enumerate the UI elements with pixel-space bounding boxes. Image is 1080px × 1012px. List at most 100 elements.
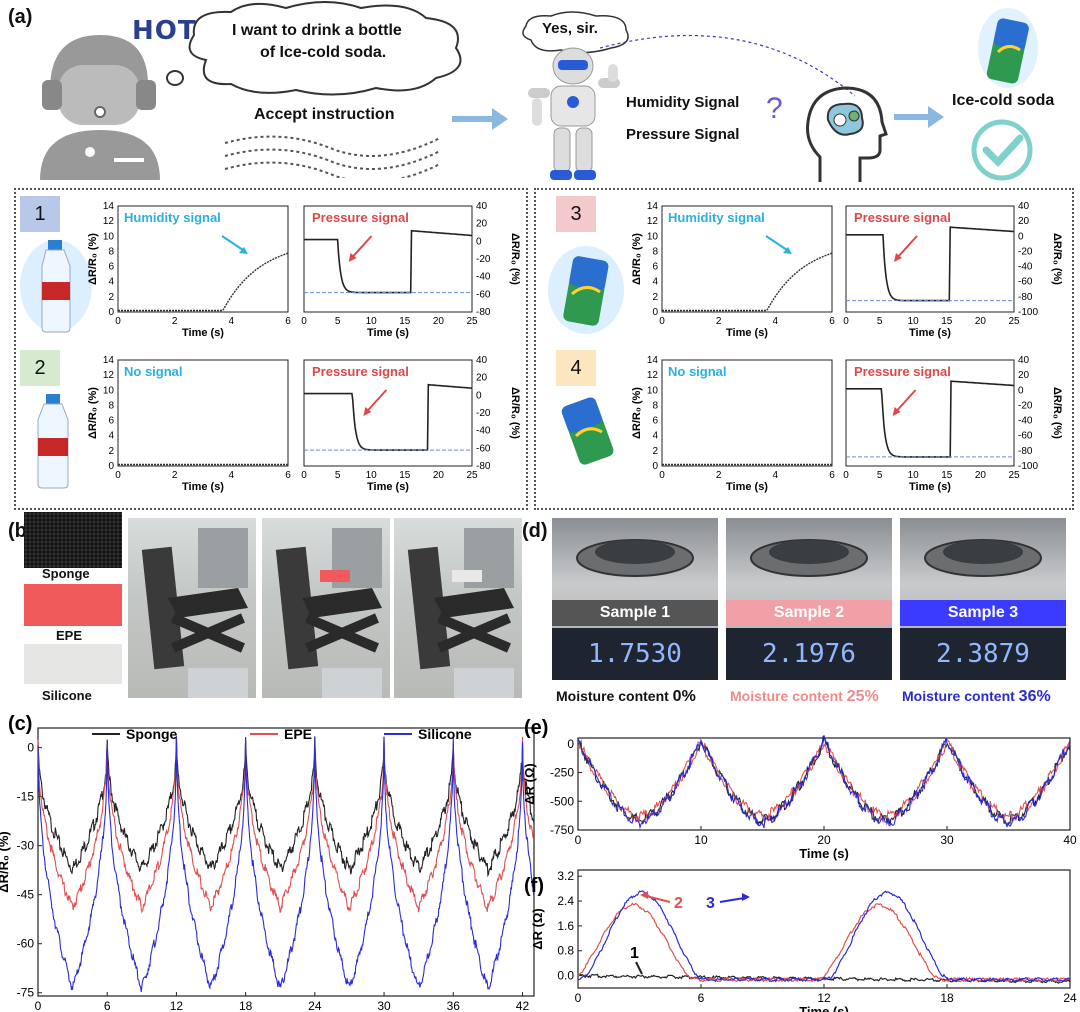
arrow-head-icon [239, 247, 248, 254]
y-tick-label: 40 [1018, 201, 1030, 212]
arrow-right-icon [894, 106, 944, 128]
x-tick-label: 15 [399, 470, 411, 481]
y-axis-label: ΔR/R₀ (%) [509, 387, 521, 439]
y-tick-label: 40 [1018, 355, 1030, 366]
y-tick-label: 0 [108, 461, 114, 472]
y-tick-label: 10 [647, 385, 659, 396]
y-tick-label: -40 [1018, 416, 1033, 427]
y-tick-label: -60 [17, 937, 35, 951]
balance-photo: Sample 3 2.3879 [900, 518, 1066, 680]
arrow-icon [765, 235, 791, 253]
chart-frame [37, 727, 535, 997]
x-tick-label: 0 [301, 316, 307, 327]
legend-label: Sponge [126, 726, 178, 742]
chart-frame [577, 737, 1071, 831]
x-tick-label: 18 [940, 991, 954, 1005]
x-tick-label: 15 [941, 316, 953, 327]
y-axis-label: ΔR/R₀ (%) [0, 831, 11, 892]
x-tick-label: 12 [817, 991, 831, 1005]
humidity-signal-label: Humidity Signal [626, 94, 740, 111]
x-tick-label: 2 [172, 470, 178, 481]
y-axis-label: ΔR (Ω) [530, 908, 545, 949]
x-tick-label: 4 [773, 470, 779, 481]
speech-line-2: of Ice-cold soda. [260, 44, 387, 61]
arrow-head-icon [640, 891, 648, 899]
x-tick-label: 12 [170, 999, 184, 1012]
x-tick-label: 10 [366, 316, 378, 327]
gripper-icon [275, 528, 382, 698]
y-tick-label: 8 [108, 246, 114, 257]
mini-axes-frame [661, 205, 833, 313]
arrow-head-icon [783, 247, 792, 254]
x-tick-label: 4 [229, 316, 235, 327]
y-tick-label: -40 [476, 272, 491, 283]
y-tick-label: -75 [17, 986, 35, 1000]
x-tick-label: 20 [975, 470, 987, 481]
moisture-label-1: Moisture content [556, 688, 673, 704]
soda-can-icon [978, 8, 1038, 88]
series-line-3 [577, 890, 1071, 983]
mini-axes-frame [661, 359, 833, 467]
y-axis-label: ΔR/R₀ (%) [509, 233, 521, 285]
series-line-2 [577, 736, 1071, 824]
arrow-head-icon [893, 253, 902, 262]
case-badge-4: 4 [556, 350, 596, 386]
series-line-2 [577, 902, 1071, 983]
y-tick-label: 4 [652, 431, 658, 442]
material-label-sponge: Sponge [42, 566, 90, 581]
x-axis-label: Time (s) [799, 1004, 849, 1012]
y-tick-label: 14 [647, 355, 659, 366]
mini-axes-frame [117, 205, 289, 313]
y-tick-label: 14 [647, 201, 659, 212]
x-tick-label: 5 [877, 470, 883, 481]
signal-title: Pressure signal [854, 210, 951, 225]
x-axis-label: Time (s) [182, 327, 224, 339]
speech-line-1: I want to drink a bottle [232, 22, 402, 39]
panel-label: (f) [524, 875, 544, 897]
mini-axes-frame [845, 205, 1015, 313]
y-tick-label: -250 [550, 766, 574, 780]
case-badge-2: 2 [20, 350, 60, 386]
x-tick-label: 4 [229, 470, 235, 481]
y-tick-label: -60 [1018, 431, 1033, 442]
y-tick-label: 0 [1018, 231, 1024, 242]
x-tick-label: 0 [659, 316, 665, 327]
y-tick-label: 12 [103, 216, 115, 227]
annotation-label: 1 [630, 945, 639, 962]
y-tick-label: 0.8 [557, 944, 574, 958]
y-tick-label: 20 [476, 219, 488, 230]
y-tick-label: 12 [647, 370, 659, 381]
y-tick-label: 14 [103, 201, 115, 212]
x-tick-label: 0 [115, 470, 121, 481]
x-tick-label: 0 [843, 316, 849, 327]
y-tick-label: 0 [652, 307, 658, 318]
x-tick-label: 0 [659, 470, 665, 481]
signal-curve [118, 252, 289, 312]
x-axis-label: Time (s) [367, 327, 409, 339]
x-tick-label: 20 [433, 470, 445, 481]
y-axis-label: ΔR/R₀ (%) [631, 387, 643, 439]
dashed-link [600, 34, 856, 97]
x-axis-label: Time (s) [909, 481, 951, 493]
x-tick-label: 0 [843, 470, 849, 481]
gripper-photo [394, 518, 522, 698]
x-tick-label: 0 [301, 470, 307, 481]
y-tick-label: 8 [108, 400, 114, 411]
y-tick-label: 20 [1018, 370, 1030, 381]
x-tick-label: 2 [172, 316, 178, 327]
x-tick-label: 36 [447, 999, 461, 1012]
soda-can-icon [561, 397, 614, 465]
x-tick-label: 5 [335, 316, 341, 327]
y-tick-label: 6 [652, 416, 658, 427]
y-tick-label: 4 [652, 277, 658, 288]
x-tick-label: 6 [698, 991, 705, 1005]
legend-label: EPE [284, 726, 312, 742]
water-bottle-icon [20, 240, 92, 333]
x-tick-label: 5 [335, 470, 341, 481]
y-tick-label: 0 [1018, 385, 1024, 396]
x-tick-label: 6 [285, 470, 291, 481]
y-tick-label: 6 [652, 262, 658, 273]
moisture-value-2: 25% [846, 688, 879, 705]
moisture-label-3: Moisture content [902, 688, 1019, 704]
